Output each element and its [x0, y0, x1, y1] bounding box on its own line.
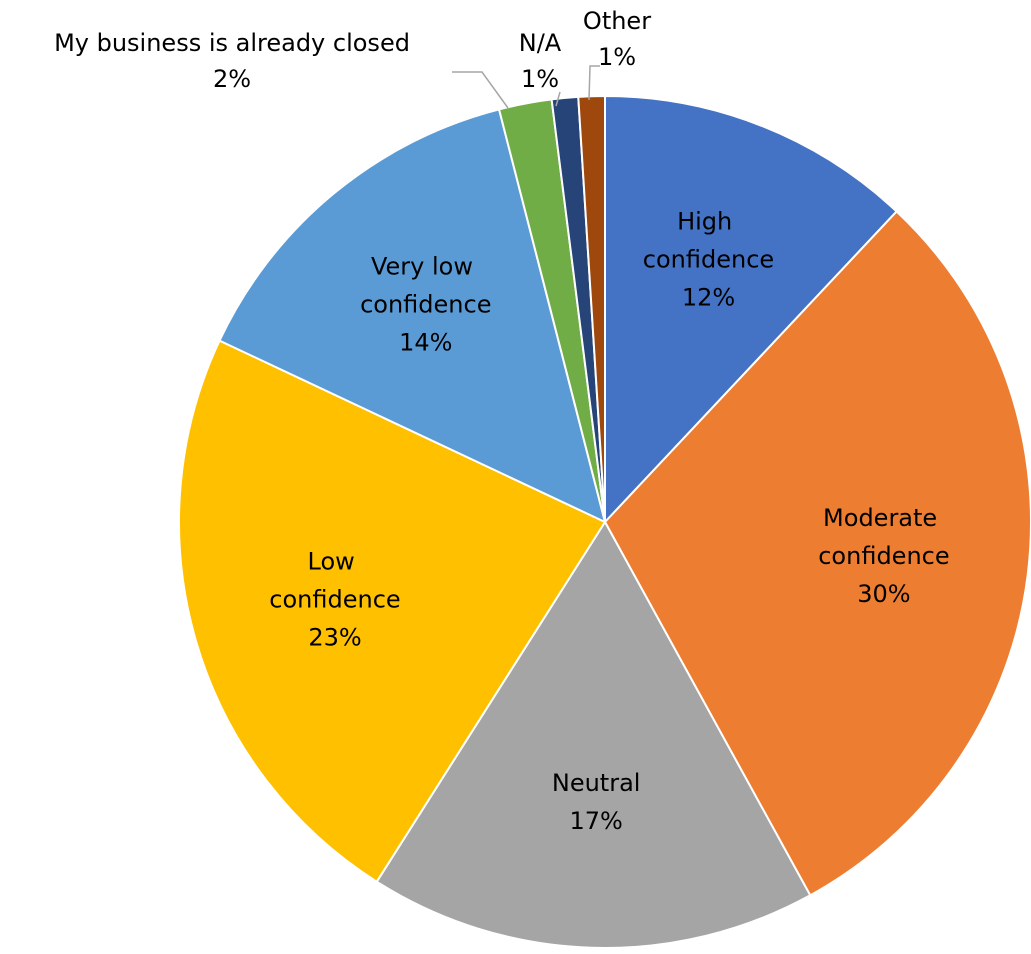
category-label: My business is already closed	[54, 29, 410, 57]
category-label: Other	[583, 7, 651, 35]
pie-slice	[603, 210, 1031, 897]
category-label: High confidence	[643, 208, 774, 274]
pie-slice	[604, 94, 899, 525]
value-label: 14%	[399, 328, 452, 356]
pie	[178, 94, 1031, 949]
value-label: 1%	[598, 43, 636, 71]
leader-line	[588, 65, 600, 101]
category-label: Very low confidence	[360, 252, 491, 318]
value-label: 2%	[213, 65, 251, 93]
labels: High confidence 12% Moderate confidence 30%…	[54, 7, 950, 835]
leader-line	[452, 71, 509, 109]
category-label: Low confidence	[269, 547, 400, 613]
category-label: N/A	[519, 29, 562, 57]
pie-slice	[577, 94, 606, 523]
leader-line	[555, 91, 561, 107]
value-label: 12%	[682, 284, 735, 312]
pie-slice	[178, 339, 607, 884]
pie-slice	[218, 108, 607, 524]
pie-slice	[375, 520, 812, 949]
category-label: Moderate confidence	[818, 504, 949, 570]
value-label: 17%	[569, 807, 622, 835]
category-label: Neutral	[552, 769, 641, 797]
value-label: 30%	[857, 580, 910, 608]
value-label: 1%	[521, 65, 559, 93]
value-label: 23%	[308, 623, 361, 651]
leader-lines	[452, 65, 600, 109]
